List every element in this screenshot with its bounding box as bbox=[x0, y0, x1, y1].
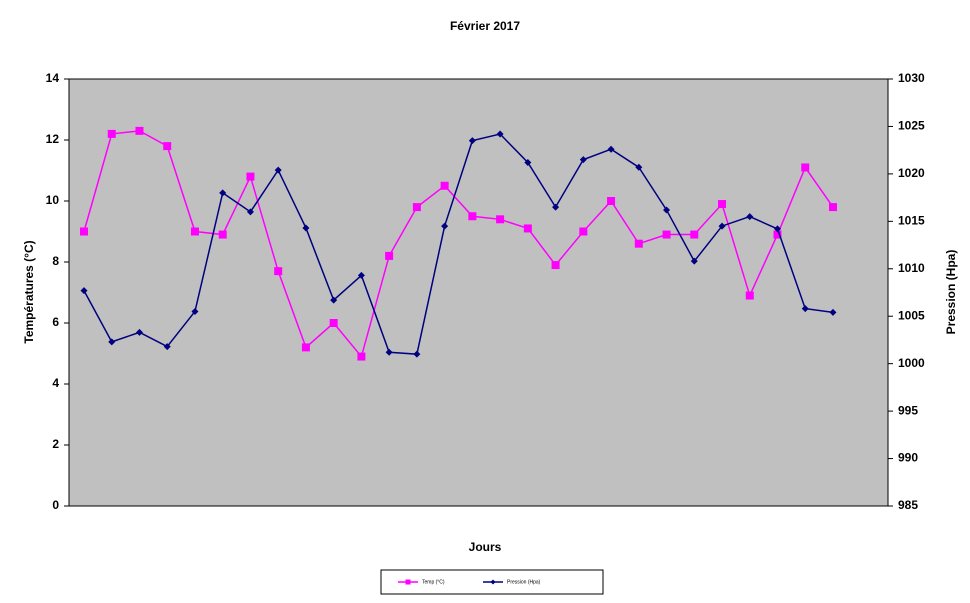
marker bbox=[579, 227, 588, 236]
y2-axis-label: Pression (Hpa) bbox=[944, 250, 958, 335]
plot-area bbox=[68, 78, 889, 507]
marker bbox=[635, 163, 643, 171]
marker bbox=[107, 129, 116, 138]
marker bbox=[412, 203, 421, 212]
marker bbox=[607, 197, 616, 205]
y2-tick-label: 1000 bbox=[898, 356, 925, 370]
marker bbox=[718, 222, 726, 230]
marker bbox=[385, 348, 393, 356]
marker bbox=[413, 350, 421, 358]
legend-label: Temp (°C) bbox=[422, 579, 445, 585]
legend-label: Pression (Hpa) bbox=[507, 579, 541, 585]
x-axis-label: Jours bbox=[469, 540, 502, 554]
marker bbox=[163, 343, 171, 351]
marker bbox=[523, 224, 532, 233]
marker bbox=[690, 257, 698, 265]
marker bbox=[274, 166, 282, 174]
series-line bbox=[83, 130, 834, 359]
marker bbox=[801, 163, 810, 172]
marker bbox=[330, 296, 338, 304]
marker bbox=[663, 206, 671, 214]
marker bbox=[828, 203, 837, 212]
y2-tick-label: 990 bbox=[898, 451, 918, 465]
y2-tick-label: 1015 bbox=[898, 214, 925, 228]
marker bbox=[190, 227, 199, 236]
y2-tick-label: 995 bbox=[898, 403, 918, 417]
y2-tick-label: 1030 bbox=[898, 71, 925, 85]
marker bbox=[579, 156, 587, 164]
y-tick-label: 14 bbox=[46, 71, 60, 85]
marker bbox=[135, 328, 143, 336]
y-tick-label: 4 bbox=[52, 376, 59, 390]
marker bbox=[774, 225, 781, 233]
marker bbox=[246, 172, 255, 181]
marker bbox=[718, 200, 727, 209]
marker bbox=[219, 189, 227, 197]
y-tick-label: 12 bbox=[46, 132, 60, 146]
marker bbox=[441, 222, 449, 230]
marker bbox=[135, 126, 144, 135]
marker bbox=[662, 230, 671, 239]
marker bbox=[468, 137, 476, 145]
marker bbox=[329, 319, 338, 327]
marker bbox=[274, 267, 283, 276]
marker bbox=[801, 305, 809, 313]
y-axis-label: Températures (°C) bbox=[22, 240, 36, 343]
marker bbox=[690, 230, 699, 239]
y2-tick-label: 1010 bbox=[898, 261, 925, 275]
legend-marker bbox=[405, 579, 411, 585]
marker bbox=[108, 338, 116, 346]
marker bbox=[80, 287, 88, 295]
marker bbox=[163, 142, 172, 151]
marker bbox=[385, 251, 394, 260]
y2-tick-label: 1025 bbox=[898, 119, 925, 133]
marker bbox=[301, 343, 310, 352]
marker bbox=[746, 213, 754, 221]
legend-marker bbox=[490, 579, 496, 585]
marker bbox=[246, 208, 254, 216]
marker bbox=[357, 271, 365, 279]
marker bbox=[468, 212, 477, 221]
y-tick-label: 2 bbox=[52, 437, 59, 451]
y2-tick-label: 1005 bbox=[898, 308, 925, 322]
y2-tick-label: 1020 bbox=[898, 166, 925, 180]
marker bbox=[496, 215, 505, 224]
marker bbox=[773, 230, 782, 239]
y-tick-label: 6 bbox=[52, 315, 59, 329]
y-tick-label: 10 bbox=[46, 193, 60, 207]
y-tick-label: 0 bbox=[52, 498, 59, 512]
marker bbox=[191, 307, 199, 315]
marker bbox=[551, 261, 560, 270]
marker bbox=[496, 130, 504, 138]
marker bbox=[552, 203, 560, 211]
series-line bbox=[83, 133, 834, 355]
y-tick-label: 8 bbox=[52, 254, 59, 268]
marker bbox=[829, 308, 837, 316]
marker bbox=[634, 239, 643, 248]
marker bbox=[440, 181, 449, 190]
chart-title: Février 2017 bbox=[450, 19, 520, 33]
marker bbox=[357, 352, 366, 361]
marker bbox=[607, 145, 615, 153]
marker bbox=[524, 159, 532, 167]
marker bbox=[302, 224, 310, 232]
y2-tick-label: 985 bbox=[898, 498, 918, 512]
marker bbox=[218, 230, 227, 239]
marker bbox=[745, 291, 754, 300]
marker bbox=[80, 227, 88, 236]
